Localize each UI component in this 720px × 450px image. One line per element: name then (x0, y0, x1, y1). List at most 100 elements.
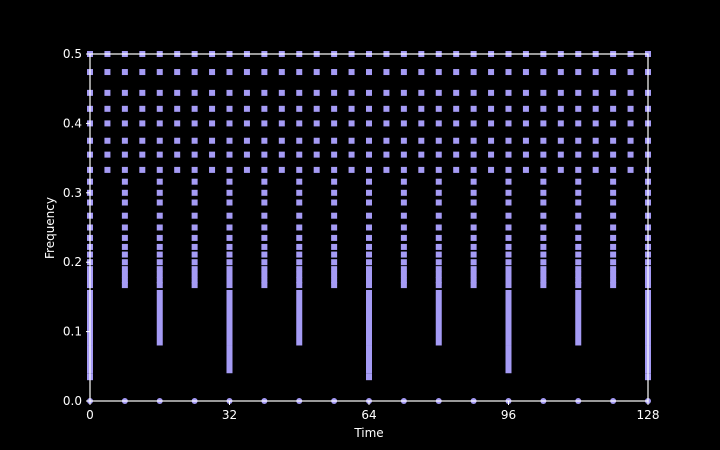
marker (156, 271, 163, 278)
marker (313, 105, 320, 112)
marker (366, 189, 372, 196)
marker (418, 69, 425, 76)
marker (104, 120, 111, 127)
axis-ticks: 0 32 64 96 128 0.0 0.1 0.2 0.3 0.4 0.5 (63, 47, 660, 422)
marker (610, 120, 617, 127)
marker (470, 259, 477, 266)
marker (331, 151, 338, 158)
marker (174, 166, 181, 173)
marker (470, 137, 477, 144)
marker (435, 243, 442, 250)
marker (243, 151, 250, 158)
marker (226, 105, 233, 112)
marker (296, 212, 303, 219)
marker (540, 271, 547, 278)
marker (575, 234, 582, 241)
marker (435, 178, 442, 185)
marker (174, 120, 181, 127)
y-tick-label: 0.3 (63, 186, 82, 200)
marker (575, 282, 582, 289)
marker (592, 89, 599, 96)
marker (278, 166, 285, 173)
marker (313, 120, 320, 127)
marker (191, 259, 198, 266)
marker (610, 243, 617, 250)
marker (435, 259, 442, 266)
marker (191, 105, 198, 112)
marker (418, 105, 425, 112)
x-tick-label: 0 (86, 408, 94, 422)
marker (121, 224, 128, 231)
marker (505, 234, 512, 241)
y-tick-label: 0.0 (63, 394, 82, 408)
marker (540, 224, 547, 231)
marker (505, 266, 512, 273)
marker (540, 277, 547, 284)
marker (610, 224, 617, 231)
marker (348, 69, 355, 76)
marker (313, 166, 320, 173)
marker (348, 105, 355, 112)
marker (575, 199, 582, 206)
marker (575, 251, 582, 258)
marker (104, 137, 111, 144)
marker (209, 166, 216, 173)
marker (261, 224, 268, 231)
marker (366, 259, 372, 266)
marker (156, 89, 163, 96)
marker (313, 137, 320, 144)
marker (261, 105, 268, 112)
marker (470, 234, 477, 241)
marker (610, 89, 617, 96)
marker (453, 69, 460, 76)
marker (575, 178, 582, 185)
marker (261, 282, 268, 289)
marker (121, 137, 128, 144)
marker (296, 151, 303, 158)
marker (191, 266, 198, 273)
marker (400, 199, 407, 206)
y-axis-label: Frequency (43, 197, 57, 259)
marker (296, 69, 303, 76)
marker (331, 259, 338, 266)
marker (540, 199, 547, 206)
marker (156, 189, 163, 196)
marker (296, 224, 303, 231)
marker (104, 69, 111, 76)
marker (575, 89, 582, 96)
marker (453, 137, 460, 144)
marker (488, 69, 495, 76)
marker (366, 277, 372, 284)
marker (435, 266, 442, 273)
marker (191, 189, 198, 196)
marker (627, 69, 634, 76)
marker (470, 189, 477, 196)
marker (226, 89, 233, 96)
marker (505, 178, 512, 185)
marker (366, 151, 372, 158)
marker (331, 89, 338, 96)
marker (174, 89, 181, 96)
marker (313, 151, 320, 158)
marker (400, 89, 407, 96)
marker (505, 271, 512, 278)
marker (470, 277, 477, 284)
marker (610, 282, 617, 289)
marker (505, 189, 512, 196)
marker (366, 199, 372, 206)
marker (575, 224, 582, 231)
marker (139, 120, 146, 127)
marker (296, 137, 303, 144)
marker (435, 120, 442, 127)
marker (121, 189, 128, 196)
marker (121, 151, 128, 158)
marker (331, 189, 338, 196)
marker (610, 212, 617, 219)
marker (226, 266, 233, 273)
marker (592, 69, 599, 76)
marker (557, 151, 564, 158)
marker (191, 89, 198, 96)
marker (209, 89, 216, 96)
marker (540, 251, 547, 258)
marker (121, 199, 128, 206)
